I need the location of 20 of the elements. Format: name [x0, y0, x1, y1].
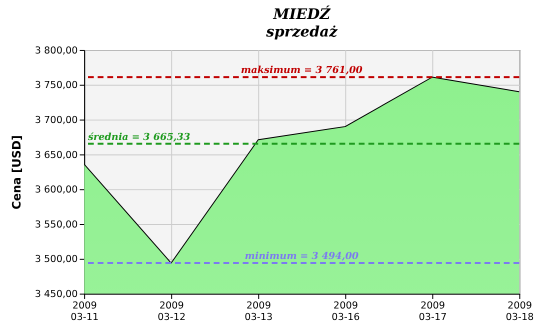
x-tick-label: 2009 03-17: [418, 300, 447, 324]
y-tick-label: 3 650,00: [34, 150, 78, 161]
x-tick-label: 2009 03-11: [70, 300, 99, 324]
chart-subtitle: sprzedaż: [266, 23, 338, 40]
x-tick-label: 2009 03-13: [244, 300, 273, 324]
y-tick-label: 3 800,00: [34, 45, 78, 56]
y-tick-label: 3 750,00: [34, 80, 78, 92]
x-tick-label: 2009 03-16: [332, 300, 360, 324]
x-tick-label: 2009 03-12: [158, 300, 186, 324]
y-tick-label: 3 700,00: [34, 114, 78, 126]
chart-title: MIEDŹ: [272, 5, 332, 24]
x-tick-label: 2009 03-18: [506, 300, 534, 324]
ref-line-label: maksimum = 3 761,00: [240, 65, 363, 76]
y-tick-label: 3 550,00: [34, 219, 78, 230]
y-axis-title: Cena [USD]: [9, 135, 24, 210]
y-tick-label: 3 600,00: [34, 184, 78, 196]
ref-line-label: średnia = 3 665,33: [88, 132, 190, 143]
y-tick-label: 3 450,00: [34, 289, 78, 300]
y-tick-label: 3 500,00: [34, 254, 78, 266]
ref-line-label: minimum = 3 494,00: [244, 251, 359, 262]
